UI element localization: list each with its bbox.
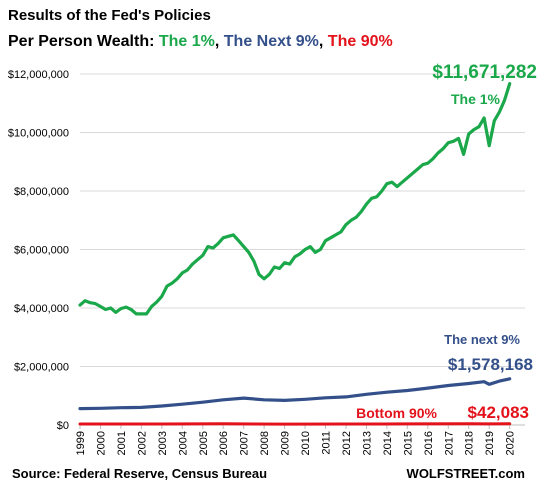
x-tick-label: 1999 — [75, 431, 87, 455]
y-tick-label: $8,000,000 — [14, 186, 69, 198]
series-line-0 — [78, 82, 512, 316]
x-tick-label: 2008 — [259, 431, 271, 455]
subtitle-part: , — [215, 33, 224, 50]
y-tick-label: $6,000,000 — [14, 245, 69, 257]
x-tick-label: 2018 — [464, 431, 476, 455]
subtitle-part: The 1% — [159, 33, 215, 50]
x-tick-label: 2019 — [484, 431, 496, 455]
x-tick-label: 2001 — [116, 431, 128, 455]
chart-subtitle: Per Person Wealth: The 1%, The Next 9%, … — [8, 33, 393, 50]
subtitle-part: The Next 9% — [224, 33, 319, 50]
x-tick-label: 2015 — [402, 431, 414, 455]
x-tick-label: 2006 — [218, 431, 230, 455]
source-note: Source: Federal Reserve, Census Bureau — [12, 466, 267, 481]
series-end-value-label: $1,578,168 — [448, 355, 533, 374]
x-tick-label: 2002 — [136, 431, 148, 455]
x-tick-label: 2012 — [341, 431, 353, 455]
series-lines — [78, 82, 512, 426]
x-tick-label: 2004 — [177, 431, 189, 455]
subtitle-part: , — [319, 33, 328, 50]
subtitle-prefix: Per Person Wealth: — [8, 33, 159, 50]
y-tick-label: $12,000,000 — [8, 69, 69, 81]
y-tick-label: $4,000,000 — [14, 303, 69, 315]
x-tick-label: 2009 — [280, 431, 292, 455]
gridlines — [80, 73, 525, 426]
x-axis: 1999 2000 2001 2002 2003 2004 2005 2006 2007 2008… — [75, 425, 517, 455]
x-tick-label: 2010 — [300, 431, 312, 455]
x-tick-label: 2017 — [443, 431, 455, 455]
x-tick-label: 2011 — [321, 431, 333, 455]
x-tick-label: 2013 — [361, 431, 373, 455]
x-tick-label: 2005 — [198, 431, 210, 455]
x-tick-label: 2007 — [239, 431, 251, 455]
series-end-value-label: $11,671,282 — [432, 62, 537, 83]
series-name-label: Bottom 90% — [356, 405, 437, 421]
series-end-value-label: $42,083 — [468, 403, 529, 422]
subtitle-part: The 90% — [328, 33, 393, 50]
y-tick-label: $2,000,000 — [14, 362, 69, 374]
series-labels: The 1% $11,671,282 The next 9% $1,578,168 Bo… — [356, 62, 537, 422]
x-tick-label: 2014 — [382, 431, 394, 455]
y-tick-label: $0 — [57, 420, 69, 432]
chart-title: Results of the Fed's Policies — [8, 7, 211, 24]
series-line-1 — [78, 377, 512, 411]
series-name-label: The next 9% — [444, 332, 520, 347]
brand-mark: WOLFSTREET.com — [407, 466, 525, 481]
x-tick-label: 2016 — [423, 431, 435, 455]
y-axis: $0 $2,000,000 $4,000,000 $6,000,000 $8,000,0… — [8, 69, 69, 432]
series-name-label: The 1% — [451, 91, 501, 107]
y-tick-label: $10,000,000 — [8, 128, 69, 140]
x-tick-label: 2000 — [95, 431, 107, 455]
x-tick-label: 2003 — [157, 431, 169, 455]
x-tick-label: 2020 — [505, 431, 517, 455]
